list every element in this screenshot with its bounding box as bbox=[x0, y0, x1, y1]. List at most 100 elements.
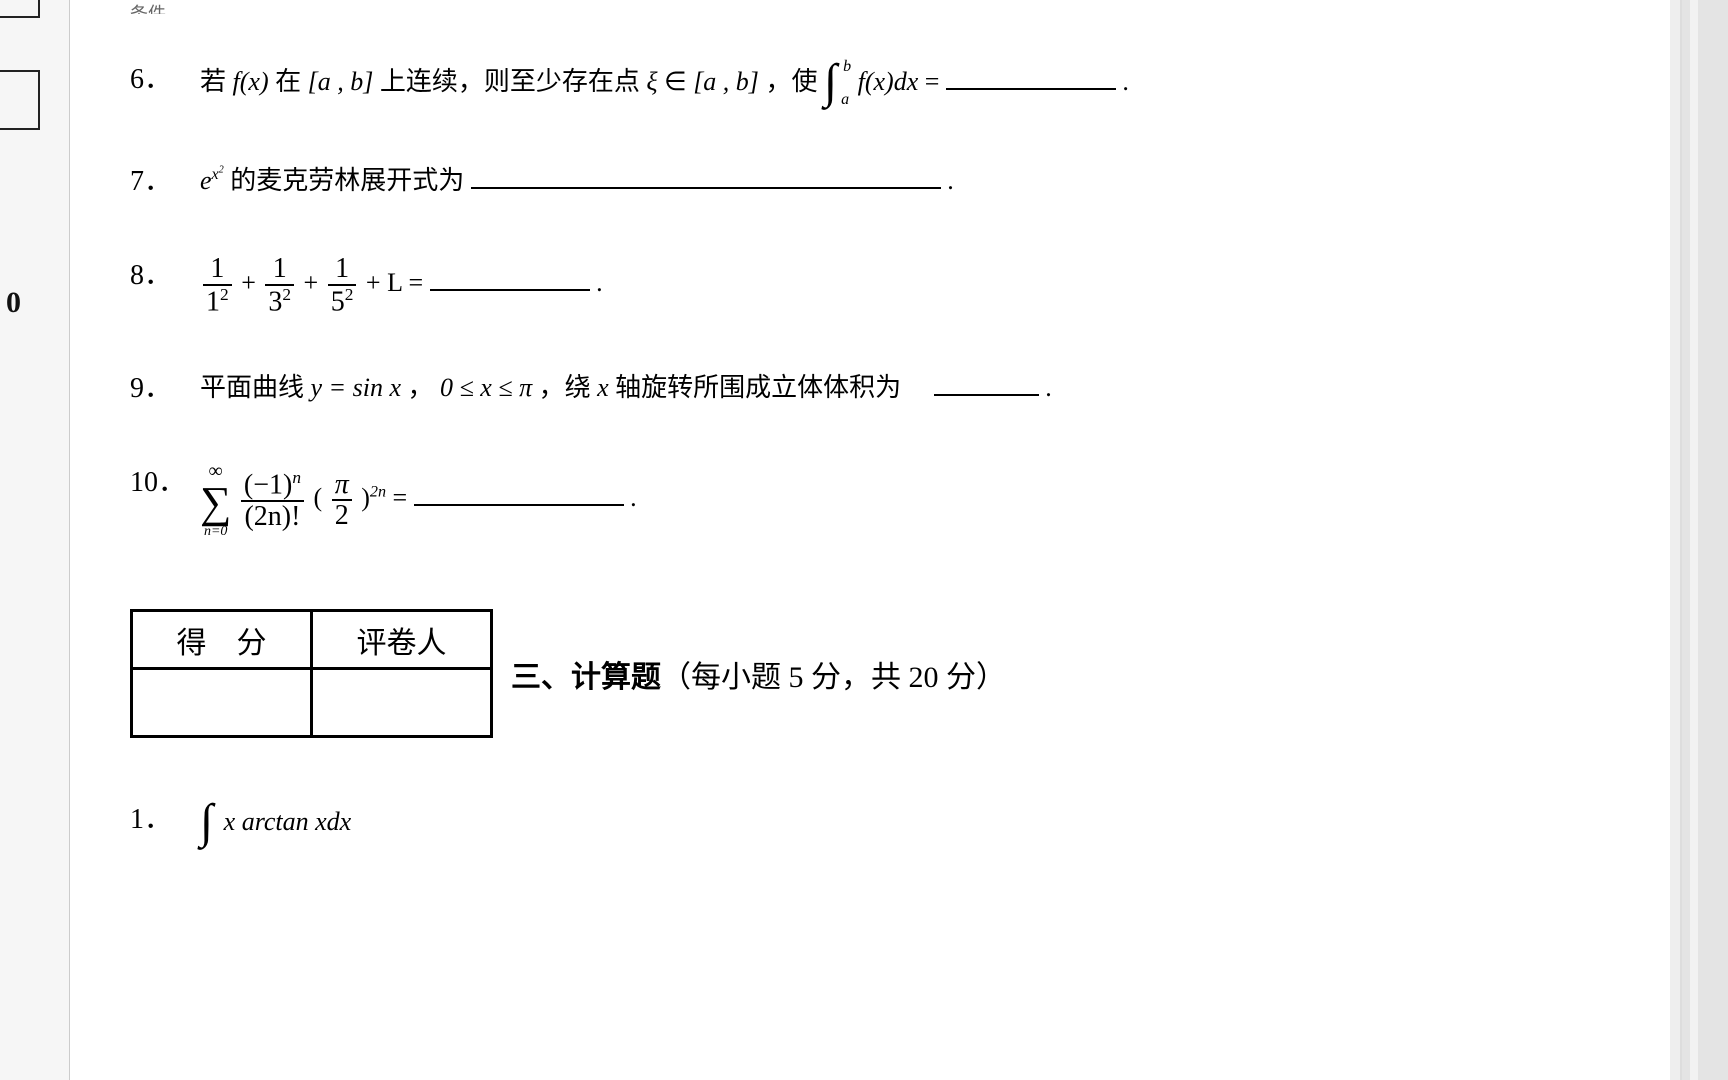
integrand: f(x)dx bbox=[858, 67, 919, 96]
integrand: x arctan xdx bbox=[224, 807, 352, 836]
exp: 2 bbox=[345, 285, 354, 304]
text: 轴旋转所围成立体体积为 bbox=[615, 373, 901, 402]
table-fragment-top bbox=[0, 0, 40, 18]
frac-bot: 12 bbox=[203, 286, 232, 317]
exp-base: x bbox=[212, 166, 219, 183]
rparen: ) bbox=[361, 483, 370, 512]
question-7: 7． ex2 的麦克劳林展开式为 . bbox=[130, 160, 1610, 205]
question-number: 1． bbox=[130, 798, 200, 843]
section-title: 三、计算题（每小题 5 分，共 20 分） bbox=[511, 652, 1006, 696]
text: ，绕 bbox=[539, 373, 598, 402]
table-value-row bbox=[132, 669, 492, 737]
base: 5 bbox=[331, 286, 345, 317]
header-score: 得 分 bbox=[132, 611, 312, 669]
e-base: e bbox=[200, 166, 212, 195]
period: . bbox=[630, 483, 637, 512]
right-page-gutter bbox=[1680, 0, 1728, 1080]
frac-top: 1 bbox=[270, 254, 290, 283]
sum-lower: n=0 bbox=[204, 525, 227, 539]
answer-blank bbox=[414, 482, 624, 507]
left-margin-fragment: 0 bbox=[0, 0, 70, 1080]
fraction-pi-2: π 2 bbox=[332, 470, 352, 531]
equation: y = sin x bbox=[311, 373, 401, 402]
fraction-main: (−1)n (2n)! bbox=[241, 469, 304, 531]
question-body: ∞ ∑ n=0 (−1)n (2n)! ( π 2 )2n = . bbox=[200, 461, 1610, 539]
math-fx: f(x) bbox=[233, 67, 269, 96]
question-number: 10． bbox=[130, 461, 200, 506]
frac-top: 1 bbox=[207, 254, 227, 283]
exp: n bbox=[292, 468, 301, 487]
period: . bbox=[947, 166, 954, 195]
equals: = bbox=[393, 483, 408, 512]
xi: ξ bbox=[646, 67, 657, 96]
base: 1 bbox=[206, 286, 220, 317]
question-number: 8． bbox=[130, 254, 200, 299]
frac-top: (−1)n bbox=[241, 469, 304, 500]
question-8: 8． 1 12 + 1 32 + 1 52 + L = . bbox=[130, 254, 1610, 316]
question-number: 9． bbox=[130, 367, 200, 412]
lparen: ( bbox=[314, 483, 323, 512]
fraction-3: 1 52 bbox=[328, 254, 357, 316]
question-body: ∫ x arctan xdx bbox=[200, 798, 1610, 850]
range: 0 ≤ x ≤ π bbox=[440, 373, 532, 402]
frac-bot: (2n)! bbox=[241, 502, 303, 531]
period: . bbox=[596, 268, 603, 297]
answer-blank bbox=[430, 267, 590, 292]
frac-top: π bbox=[332, 470, 352, 499]
question-number: 6． bbox=[130, 58, 200, 103]
answer-blank bbox=[471, 164, 941, 189]
fraction-1: 1 12 bbox=[203, 254, 232, 316]
question-10: 10． ∞ ∑ n=0 (−1)n (2n)! ( π 2 )2n = . bbox=[130, 461, 1610, 539]
plus: + bbox=[304, 268, 319, 297]
question-number: 7． bbox=[130, 160, 200, 205]
base: 3 bbox=[268, 286, 282, 317]
interval-ab: [a , b] bbox=[693, 67, 759, 96]
comma: ， bbox=[407, 373, 440, 402]
question-body: 若 f(x) 在 [a , b] 上连续，则至少存在点 ξ ∈ [a , b] … bbox=[200, 58, 1610, 110]
text: 若 bbox=[200, 67, 233, 96]
exp: 2 bbox=[282, 285, 291, 304]
text: 的麦克劳林展开式为 bbox=[230, 166, 464, 195]
header-reviewer: 评卷人 bbox=[312, 611, 492, 669]
answer-blank bbox=[946, 65, 1116, 90]
question-body: ex2 的麦克劳林展开式为 . bbox=[200, 160, 1610, 202]
question-body: 1 12 + 1 32 + 1 52 + L = . bbox=[200, 254, 1610, 316]
exam-page: 条件. 6． 若 f(x) 在 [a , b] 上连续，则至少存在点 ξ ∈ [… bbox=[70, 0, 1670, 1080]
score-table: 得 分 评卷人 bbox=[130, 609, 493, 738]
in-symbol: ∈ bbox=[664, 67, 687, 96]
margin-zero: 0 bbox=[6, 286, 21, 320]
outer-exponent: 2n bbox=[370, 484, 386, 501]
text: 上连续，则至少存在点 bbox=[380, 67, 640, 96]
question-6: 6． 若 f(x) 在 [a , b] 上连续，则至少存在点 ξ ∈ [a , … bbox=[130, 58, 1610, 110]
table-header-row: 得 分 评卷人 bbox=[132, 611, 492, 669]
question-body: 平面曲线 y = sin x ， 0 ≤ x ≤ π ，绕 x 轴旋转所围成立体… bbox=[200, 367, 1610, 409]
summation-symbol: ∞ ∑ n=0 bbox=[200, 461, 231, 539]
frac-bot: 2 bbox=[332, 501, 352, 530]
section-note: （每小题 5 分，共 20 分） bbox=[661, 661, 1006, 694]
section-3-header: 得 分 评卷人 三、计算题（每小题 5 分，共 20 分） bbox=[130, 609, 1610, 738]
frac-bot: 32 bbox=[265, 286, 294, 317]
integral-symbol: ∫ bbox=[200, 798, 213, 850]
axis-x: x bbox=[597, 373, 609, 402]
fraction-2: 1 32 bbox=[265, 254, 294, 316]
e-exponent: x2 bbox=[212, 166, 224, 183]
base: (−1) bbox=[244, 470, 292, 501]
plus: + bbox=[366, 268, 381, 297]
text: 在 bbox=[275, 67, 301, 96]
frac-bot: 52 bbox=[328, 286, 357, 317]
reviewer-cell bbox=[312, 669, 492, 737]
table-fragment-mid bbox=[0, 70, 40, 130]
period: . bbox=[1045, 373, 1052, 402]
interval-ab: [a , b] bbox=[308, 67, 374, 96]
question-9: 9． 平面曲线 y = sin x ， 0 ≤ x ≤ π ，绕 x 轴旋转所围… bbox=[130, 367, 1610, 412]
text: 平面曲线 bbox=[200, 373, 311, 402]
cutoff-text-top: 条件. bbox=[70, 0, 1670, 14]
text: ，使 bbox=[765, 67, 817, 96]
calc-question-1: 1． ∫ x arctan xdx bbox=[130, 798, 1610, 850]
score-cell bbox=[132, 669, 312, 737]
answer-blank bbox=[934, 371, 1039, 396]
equals: = bbox=[925, 67, 940, 96]
exp: 2 bbox=[220, 285, 229, 304]
integral-upper: b bbox=[843, 54, 851, 80]
equals: = bbox=[409, 268, 424, 297]
